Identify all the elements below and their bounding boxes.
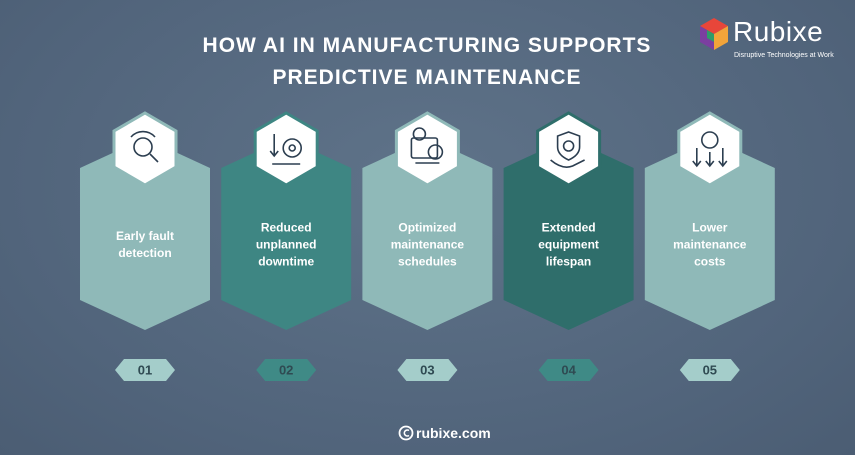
icon-part [427,144,444,160]
copyright-icon [398,425,414,441]
icon [692,131,728,168]
step-card [221,111,352,381]
card-hexagon [644,138,775,330]
icon [269,134,303,165]
icon-part [556,131,581,161]
number-tag [256,359,317,381]
icon-part [282,138,303,158]
icon-part [149,153,159,163]
number-tag [397,359,458,381]
icon-badge [112,111,178,187]
number-tag [679,359,740,381]
card-hexagon [221,138,352,330]
step-card [644,111,775,381]
step-number: 04 [561,362,576,378]
icon-badge [677,111,743,187]
step-card [362,111,493,381]
icon [410,127,444,164]
icon-part [562,140,575,152]
logo-tagline: Disruptive Technologies at Work [734,52,834,59]
step-label: Optimized maintenance schedules [390,220,465,269]
number-tag [115,359,175,381]
step-label: Early fault detection [115,229,175,260]
card-hexagon [503,138,634,330]
icon-part [700,131,719,149]
icon-part [692,160,728,168]
logo-cube [700,18,728,50]
card-hexagon [80,138,210,330]
icon-badge [394,111,460,187]
number-tag [538,359,599,381]
icon-badge [536,111,602,187]
step-number: 01 [137,362,153,378]
icon [130,130,159,163]
icon-badge [253,111,319,187]
icon [550,131,585,168]
title: HOW AI IN MANUFACTURING SUPPORTS PREDICT… [202,34,652,89]
logo-name: Rubixe [733,16,824,47]
icon-part [130,130,156,138]
step-label: Extended equipment lifespan [538,220,599,269]
step-number: 02 [278,362,294,378]
step-card [80,111,210,381]
step-label: Reduced unplanned downtime [255,220,317,269]
step-number: 03 [420,362,435,378]
icon-part [288,144,297,152]
step-card [503,111,634,381]
icon-part [412,127,427,141]
step-label: Lower maintenance costs [673,220,747,269]
icon-part [550,159,585,168]
card-hexagon [362,138,493,330]
icon-part [269,150,279,158]
footer-website: rubixe.com [416,425,491,441]
step-number: 05 [702,362,718,378]
icon-part [133,137,153,157]
